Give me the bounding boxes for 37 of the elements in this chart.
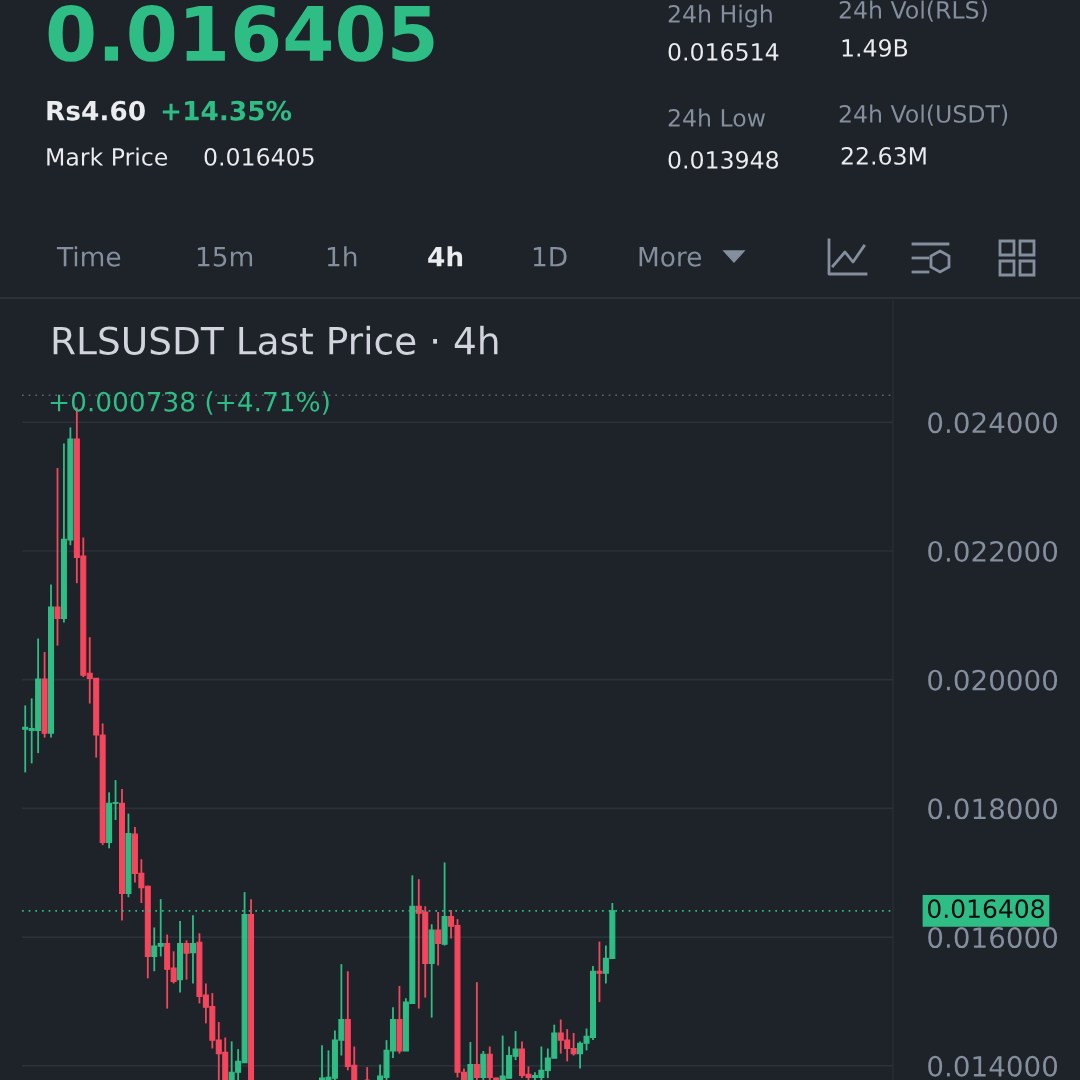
text: Mark Price [47,147,168,166]
text: 1h [327,246,357,267]
text: 0.016405 [48,5,434,62]
candlestick [364,1066,371,1080]
text: 1.49B [842,38,908,57]
text: 24h High [668,4,772,28]
candlestick [189,914,196,985]
text: Rs4.60 [47,100,145,121]
y-tick-label: 0.024000 [928,412,1058,434]
text: 4h [428,246,463,267]
text: 1D [533,247,567,267]
text: More [639,247,701,267]
annotation: +0.000738 (+4.71%) [50,391,329,415]
candlestick [435,911,442,967]
text: Time [56,246,121,267]
candlestick [596,940,603,1004]
text: 15m [197,247,253,267]
y-tick-label: 0.014000 [928,1055,1058,1077]
text: +14.35% [162,100,292,121]
text: 24h Low [668,108,766,127]
y-tick-label: 0.020000 [928,669,1058,691]
candlestick [54,467,61,647]
text: 24h Vol(RLS) [839,0,987,22]
y-tick-label: 0.018000 [928,798,1058,820]
text: 0.013948 [668,150,779,169]
candlestick [183,939,190,981]
candlestick [467,1041,474,1080]
candlestick [473,981,480,1080]
text: 0.016405 [204,147,314,166]
text: 22.63M [841,146,926,165]
ref-line-label: 0.016408 [927,899,1044,919]
y-tick-label: 0.022000 [928,540,1058,562]
candlestick [480,1050,487,1080]
text: RLSUSDT Last Price · 4h [53,325,498,355]
text: 0.016514 [668,42,779,61]
text: 24h Vol(USDT) [839,104,1008,126]
y-tick-label: 0.016000 [928,927,1058,949]
